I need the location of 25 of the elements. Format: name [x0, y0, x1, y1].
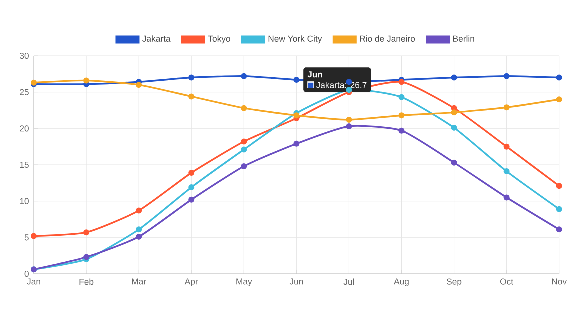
y-tick-label: 15 [20, 162, 29, 168]
x-tick-label: Jun [290, 278, 304, 285]
legend-label: Berlin [453, 36, 474, 42]
annotation: Jakarta: 26.7 [316, 82, 367, 88]
x-tick-label: Feb [80, 278, 94, 286]
y-tick-label: 10 [20, 198, 29, 204]
y-tick-label: 5 [24, 234, 29, 241]
legend-label: Tokyo [208, 36, 230, 44]
x-tick-label: Jul [344, 278, 354, 286]
y-tick-label: 0 [24, 270, 29, 278]
y-tick-label: 20 [20, 126, 29, 132]
legend-label: Rio de Janeiro [360, 36, 416, 42]
x-tick-label: Aug [394, 278, 409, 286]
x-tick-label: Nov [552, 278, 568, 285]
legend-label: New York City [268, 36, 322, 44]
annotation: Jun [308, 72, 322, 78]
x-tick-label: Apr [184, 278, 198, 286]
y-tick-label: 25 [20, 89, 29, 96]
legend-label: Jakarta [142, 36, 171, 42]
x-tick-label: May [236, 278, 252, 286]
x-tick-label: Sep [446, 278, 462, 287]
x-tick-label: Oct [500, 278, 514, 285]
x-tick-label: Jan [27, 278, 40, 285]
y-tick-label: 30 [20, 52, 29, 60]
x-tick-label: Mar [132, 278, 146, 285]
